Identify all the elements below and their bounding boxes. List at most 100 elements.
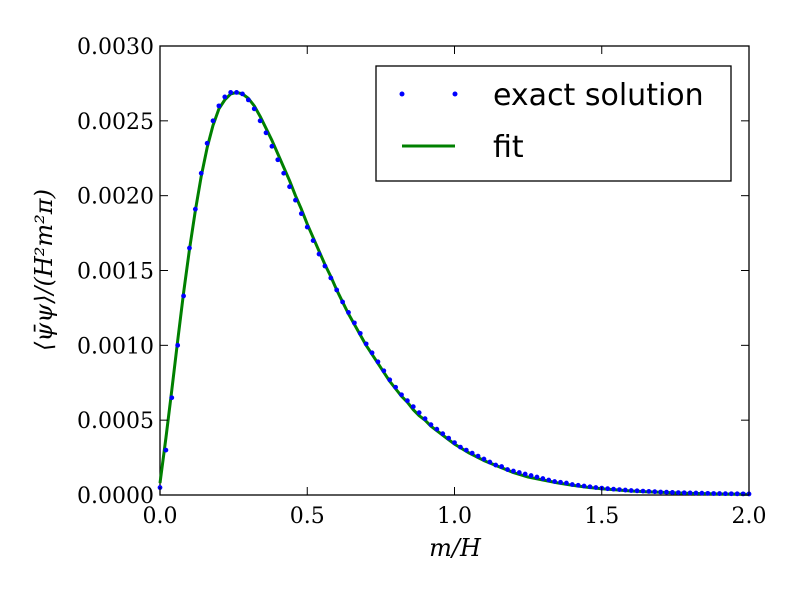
exact-solution-point bbox=[546, 477, 552, 483]
exact-solution-point bbox=[245, 97, 251, 103]
exact-solution-point bbox=[298, 211, 304, 217]
exact-solution-point bbox=[404, 398, 410, 404]
y-tick-label: 0.0015 bbox=[77, 260, 154, 285]
exact-solution-point bbox=[216, 103, 222, 109]
exact-solution-point bbox=[240, 91, 245, 97]
exact-solution-point bbox=[664, 489, 669, 495]
exact-solution-point bbox=[617, 487, 622, 493]
exact-solution-point bbox=[628, 488, 634, 493]
exact-solution-point bbox=[198, 170, 204, 176]
exact-solution-point bbox=[328, 275, 334, 281]
x-tick-label: 0.5 bbox=[290, 504, 325, 529]
exact-solution-point bbox=[581, 483, 587, 489]
exact-solution-point bbox=[670, 490, 675, 495]
exact-solution-point bbox=[723, 491, 728, 497]
exact-solution-point bbox=[587, 484, 593, 490]
exact-solution-point bbox=[481, 456, 487, 462]
x-tick-label: 1.5 bbox=[584, 504, 619, 529]
exact-solution-point bbox=[169, 395, 175, 401]
exact-solution-point bbox=[534, 474, 540, 480]
exact-solution-point bbox=[381, 368, 387, 374]
y-tick-label: 0.0030 bbox=[77, 35, 154, 60]
exact-solution-point bbox=[163, 447, 169, 453]
exact-solution-point bbox=[693, 490, 699, 496]
x-axis-label: m/H bbox=[429, 534, 482, 562]
exact-solution-point bbox=[469, 450, 475, 456]
exact-solution-point bbox=[705, 490, 711, 496]
exact-solution-point bbox=[399, 392, 404, 398]
exact-solution-point bbox=[593, 485, 599, 490]
exact-solution-point bbox=[281, 170, 287, 176]
exact-solution-point bbox=[263, 130, 269, 136]
exact-solution-point bbox=[658, 489, 664, 495]
exact-solution-point bbox=[511, 468, 516, 474]
exact-solution-point bbox=[422, 416, 428, 422]
exact-solution-point bbox=[269, 143, 275, 149]
exact-solution-point bbox=[687, 490, 693, 496]
legend-marker-exact-2 bbox=[452, 91, 458, 97]
legend-label-fit: fit bbox=[493, 130, 524, 165]
exact-solution-point bbox=[622, 487, 628, 493]
exact-solution-point bbox=[310, 238, 316, 243]
exact-solution-point bbox=[204, 140, 210, 146]
y-axis-label: ⟨ψ̄ψ⟩/(H²m²π) bbox=[30, 189, 58, 351]
exact-solution-point bbox=[222, 94, 228, 100]
exact-solution-point bbox=[552, 479, 558, 484]
ticks-layer: 0.0 0.5 1.0 1.5 2.0 0.0000 0.0005 0.0010 0.0015 0… bbox=[77, 35, 766, 529]
x-tick-label: 2.0 bbox=[732, 504, 767, 529]
exact-solution-point bbox=[699, 490, 705, 496]
exact-solution-point bbox=[304, 224, 310, 230]
exact-solution-point bbox=[605, 486, 611, 492]
exact-solution-point bbox=[717, 491, 722, 496]
exact-solution-point bbox=[363, 341, 369, 347]
exact-solution-point bbox=[487, 459, 493, 465]
legend: exact solution fit bbox=[375, 65, 732, 182]
exact-solution-point bbox=[175, 342, 181, 348]
exact-solution-point bbox=[640, 488, 646, 494]
exact-solution-point bbox=[440, 431, 446, 437]
exact-solution-point bbox=[287, 184, 292, 190]
legend-marker-exact-1 bbox=[399, 91, 405, 97]
exact-solution-point bbox=[528, 473, 534, 478]
exact-solution-point bbox=[575, 482, 581, 488]
exact-solution-point bbox=[493, 462, 499, 468]
exact-solution-point bbox=[452, 440, 457, 446]
x-tick-label: 0.0 bbox=[143, 504, 178, 529]
exact-solution-point bbox=[558, 479, 563, 485]
legend-box bbox=[375, 65, 732, 182]
plot-area: 0.0 0.5 1.0 1.5 2.0 0.0000 0.0005 0.0010 0.0015 0… bbox=[77, 35, 766, 529]
exact-solution-point bbox=[357, 330, 363, 336]
exact-solution-point bbox=[675, 490, 681, 496]
exact-solution-point bbox=[387, 377, 393, 383]
y-tick-label: 0.0005 bbox=[77, 409, 154, 434]
exact-solution-point bbox=[611, 486, 616, 492]
exact-solution-point bbox=[410, 404, 416, 410]
exact-solution-point bbox=[740, 491, 746, 497]
exact-solution-point bbox=[234, 90, 239, 95]
exact-solution-point bbox=[711, 491, 717, 496]
exact-solution-point bbox=[681, 490, 687, 496]
exact-solution-point bbox=[434, 426, 440, 432]
exact-solution-point bbox=[316, 251, 322, 257]
legend-label-exact-solution: exact solution bbox=[493, 78, 704, 113]
exact-solution-point bbox=[499, 464, 505, 469]
exact-solution-point bbox=[505, 467, 510, 472]
y-tick-label: 0.0020 bbox=[77, 185, 154, 210]
exact-solution-point bbox=[346, 310, 351, 315]
exact-solution-point bbox=[293, 197, 298, 203]
exact-solution-point bbox=[322, 263, 328, 269]
exact-solution-point bbox=[463, 447, 469, 453]
x-tick-label: 1.0 bbox=[437, 504, 472, 529]
exact-solution-point bbox=[369, 350, 375, 356]
exact-solution-point bbox=[516, 470, 522, 475]
exact-solution-point bbox=[475, 453, 481, 459]
exact-solution-point bbox=[334, 287, 340, 293]
y-tick-label: 0.0025 bbox=[77, 110, 154, 135]
exact-solution-point bbox=[187, 245, 192, 251]
exact-solution-point bbox=[210, 118, 216, 124]
exact-solution-point bbox=[564, 480, 569, 486]
exact-solution-point bbox=[340, 299, 345, 305]
exact-solution-point bbox=[393, 384, 398, 390]
y-tick-label: 0.0000 bbox=[77, 484, 154, 509]
